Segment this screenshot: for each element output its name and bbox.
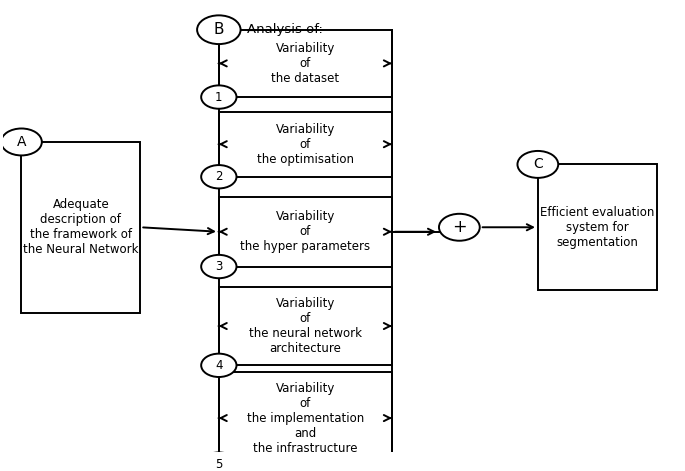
Text: C: C (533, 157, 543, 171)
Text: 4: 4 (215, 359, 223, 372)
Circle shape (1, 129, 42, 155)
Text: Variability
of
the hyper parameters: Variability of the hyper parameters (240, 210, 370, 253)
Text: Variability
of
the neural network
architecture: Variability of the neural network archit… (249, 297, 362, 355)
Bar (219, 372, 392, 464)
Bar (219, 30, 392, 97)
Circle shape (517, 151, 558, 178)
Bar (21, 142, 140, 313)
Text: B: B (214, 22, 224, 37)
Circle shape (197, 16, 240, 44)
Bar (219, 112, 392, 177)
Circle shape (201, 85, 236, 109)
Text: Variability
of
the implementation
and
the infrastructure: Variability of the implementation and th… (247, 382, 364, 455)
Text: A: A (16, 135, 26, 149)
Text: 1: 1 (215, 90, 223, 104)
Bar (219, 197, 392, 267)
Text: Adequate
description of
the framework of
the Neural Network: Adequate description of the framework of… (23, 198, 138, 256)
Text: Efficient evaluation
system for
segmentation: Efficient evaluation system for segmenta… (540, 206, 654, 249)
Bar (219, 287, 392, 365)
Circle shape (201, 453, 236, 471)
Text: Variability
of
the optimisation: Variability of the optimisation (257, 123, 353, 166)
Text: +: + (452, 218, 466, 236)
Text: Variability
of
the dataset: Variability of the dataset (271, 42, 339, 85)
Text: 5: 5 (215, 458, 223, 471)
Circle shape (201, 255, 236, 278)
Circle shape (201, 165, 236, 188)
Circle shape (201, 354, 236, 377)
Bar (538, 164, 657, 290)
Circle shape (439, 214, 480, 241)
Text: 3: 3 (215, 260, 223, 273)
Text: 2: 2 (215, 170, 223, 183)
Text: Analysis of:: Analysis of: (247, 23, 323, 36)
